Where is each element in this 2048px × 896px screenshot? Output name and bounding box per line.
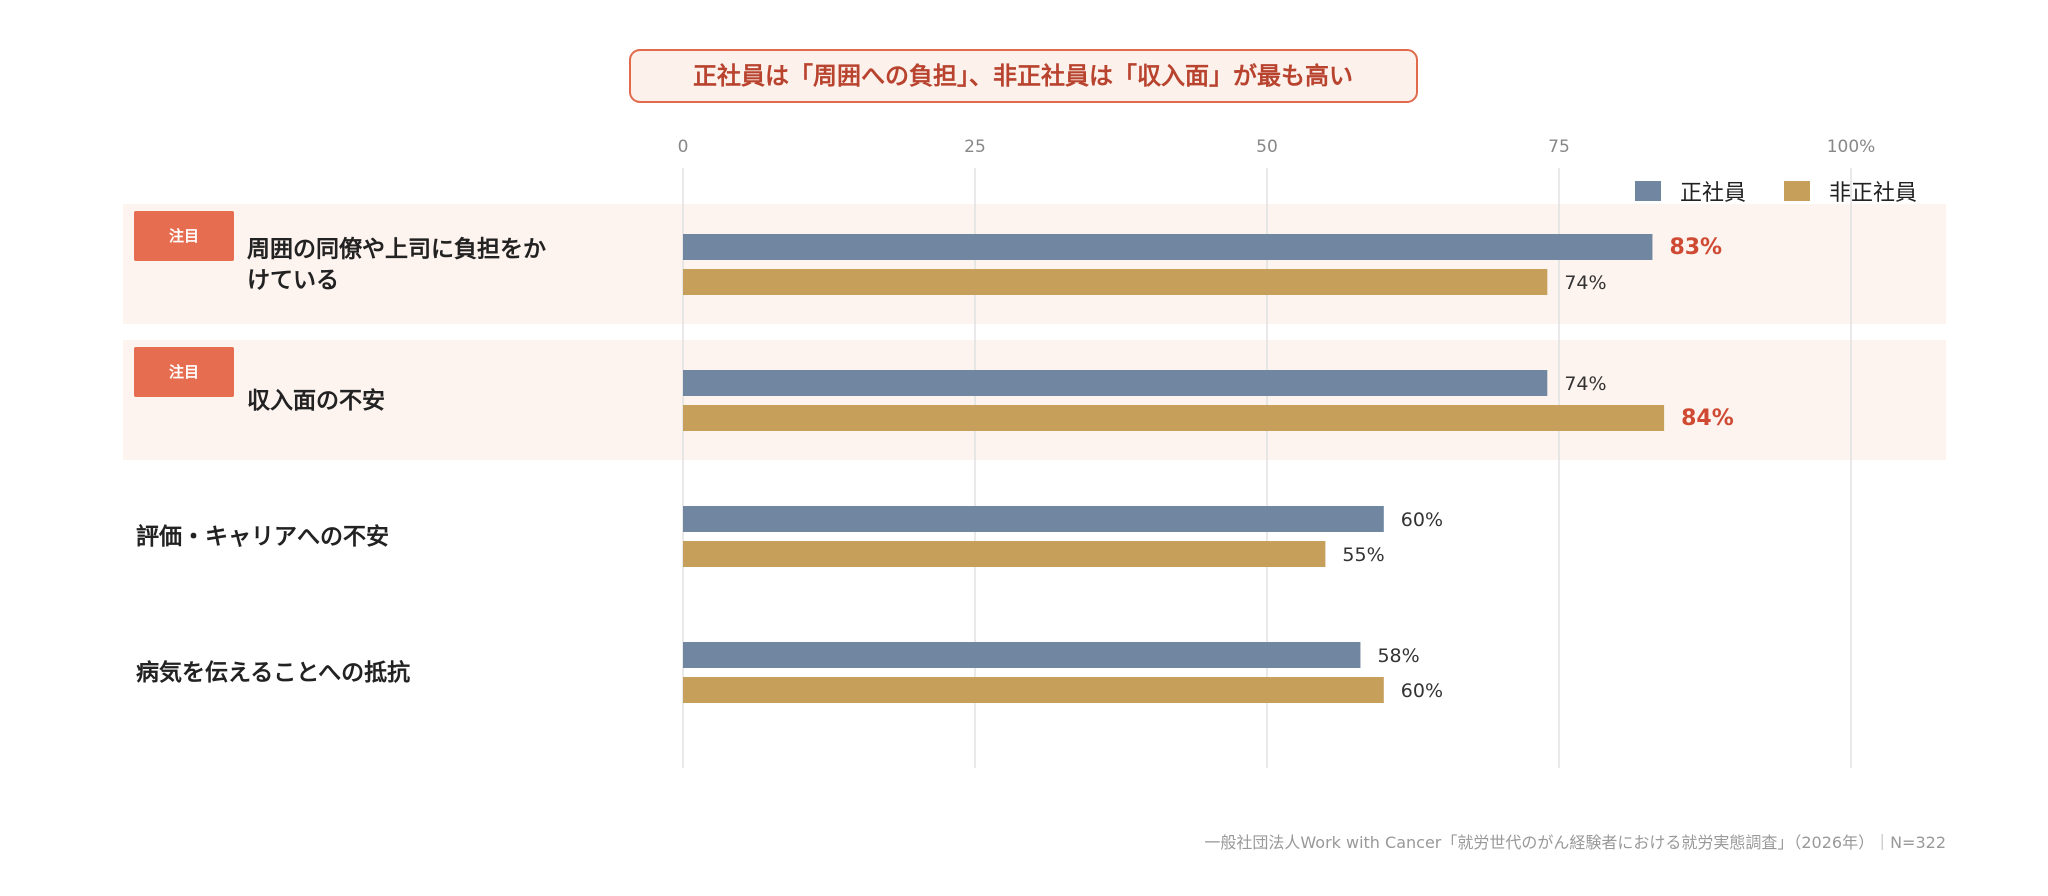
- title-box: [629, 49, 1418, 103]
- category-label-0: けている: [247, 268, 339, 294]
- bar-1-1: [683, 405, 1665, 431]
- bar-0-0: [683, 234, 1653, 260]
- legend-label-0: 正社員: [1680, 181, 1746, 206]
- category-label-3: 病気を伝えることへの抵抗: [136, 659, 410, 686]
- bar-value-label-2-0: 60%: [1401, 509, 1443, 531]
- bar-3-1: [683, 677, 1384, 703]
- bar-value-label-0-0: 83%: [1669, 235, 1722, 260]
- highlight-band-0: [123, 204, 1946, 324]
- attention-badge-label-0: 注目: [169, 227, 199, 245]
- x-tick-label: 75: [1548, 137, 1570, 157]
- bar-value-label-3-1: 60%: [1401, 680, 1443, 702]
- bar-value-label-1-1: 84%: [1681, 406, 1734, 431]
- category-label-2: 評価・キャリアへの不安: [136, 523, 389, 550]
- highlight-band-1: [123, 340, 1946, 460]
- legend-label-1: 非正社員: [1829, 181, 1917, 206]
- bar-value-label-3-0: 58%: [1377, 645, 1419, 667]
- x-tick-label: 100%: [1827, 137, 1876, 157]
- attention-badge-label-1: 注目: [169, 363, 199, 381]
- category-label-1: 収入面の不安: [247, 387, 385, 414]
- bar-0-1: [683, 269, 1548, 295]
- bar-2-0: [683, 506, 1384, 532]
- legend-swatch-1: [1784, 181, 1810, 201]
- bar-value-label-0-1: 74%: [1564, 272, 1606, 294]
- x-tick-label: 50: [1256, 137, 1278, 157]
- chart-title: 正社員は「周囲への負担」、非正社員は「収入面」が最も高い: [693, 62, 1353, 90]
- bar-1-0: [683, 370, 1548, 396]
- x-tick-label: 25: [964, 137, 986, 157]
- attention-badge-1: [134, 347, 234, 397]
- x-tick-label: 0: [678, 137, 689, 157]
- bar-value-label-1-0: 74%: [1564, 373, 1606, 395]
- bar-value-label-2-1: 55%: [1342, 544, 1384, 566]
- attention-badge-0: [134, 211, 234, 261]
- legend-swatch-0: [1635, 181, 1661, 201]
- category-label-0: 周囲の同僚や上司に負担をか: [247, 236, 546, 263]
- bar-3-0: [683, 642, 1361, 668]
- source-note: 一般社団法人Work with Cancer「就労世代のがん経験者における就労実…: [1204, 833, 1946, 852]
- bar-2-1: [683, 541, 1326, 567]
